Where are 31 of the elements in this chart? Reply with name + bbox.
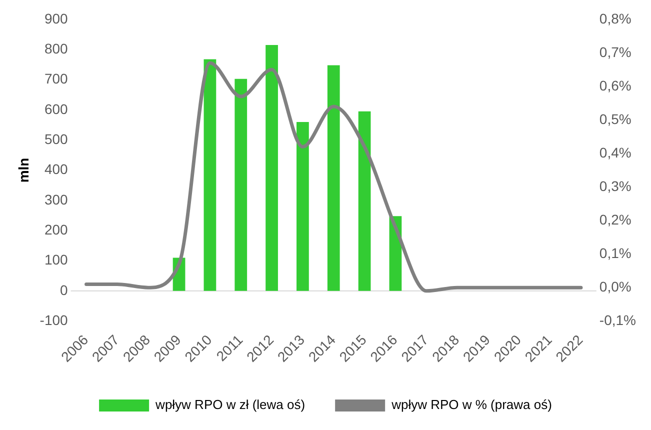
y-tick-label: 800 <box>44 40 68 56</box>
y2-tick-label: 0,6% <box>599 77 632 94</box>
y-tick-label: 700 <box>44 70 68 87</box>
legend-label: wpływ RPO w zł (lewa oś) <box>154 397 306 412</box>
bar <box>296 122 309 291</box>
y-tick-label: 500 <box>44 130 68 147</box>
y-tick-label: 600 <box>44 100 68 117</box>
y-tick-label: 300 <box>44 191 68 208</box>
y2-tick-label: 0,4% <box>599 144 632 160</box>
y-tick-label: 900 <box>44 10 68 26</box>
bar <box>266 45 278 291</box>
y-axis-title: mln <box>15 158 32 183</box>
y-tick-label: 400 <box>44 161 68 178</box>
bar <box>327 65 340 291</box>
y2-tick-label: 0,2% <box>599 211 632 228</box>
bar <box>234 78 248 291</box>
y2-tick-label: 0,1% <box>599 244 632 261</box>
bar <box>204 59 216 291</box>
y-tick-label: 100 <box>44 252 68 268</box>
legend-label: wpływ RPO w % (prawa oś) <box>390 397 552 412</box>
y-tick-label: -100 <box>40 312 68 328</box>
y2-tick-label: 0,3% <box>599 178 632 194</box>
y-tick-label: 200 <box>44 221 68 238</box>
y-tick-label: 0 <box>60 282 68 298</box>
y2-tick-label: 0,0% <box>599 278 632 294</box>
line-series <box>84 61 583 293</box>
y2-tick-label: 0,5% <box>599 110 632 127</box>
y2-tick-label: -0,1% <box>599 312 636 328</box>
y2-tick-label: 0,8% <box>599 10 632 26</box>
y2-tick-label: 0,7% <box>599 44 632 60</box>
bar <box>358 111 371 291</box>
